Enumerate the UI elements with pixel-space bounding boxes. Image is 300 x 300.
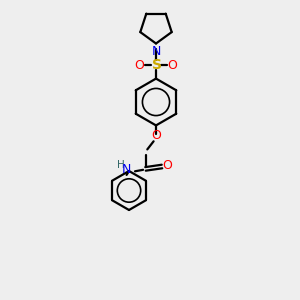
Text: H: H (117, 160, 124, 170)
Text: O: O (151, 129, 161, 142)
Text: N: N (122, 163, 131, 176)
Text: O: O (135, 58, 144, 72)
Text: S: S (152, 58, 162, 72)
Text: O: O (162, 159, 172, 172)
Text: O: O (168, 58, 177, 72)
Text: N: N (151, 45, 161, 58)
